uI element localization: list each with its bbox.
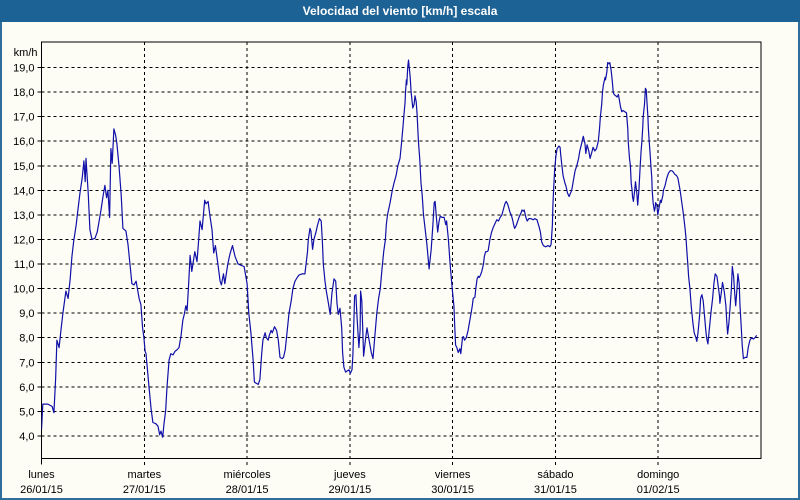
y-axis-tick-label: 7,0 <box>19 357 34 369</box>
chart-title: Velocidad del viento [km/h] escala <box>302 4 498 18</box>
y-axis-tick-label: 15,0 <box>13 161 34 173</box>
day-label-weekday: jueves <box>333 469 366 481</box>
y-axis-unit-label: km/h <box>14 47 38 59</box>
y-axis-tick-label: 16,0 <box>13 136 34 148</box>
y-axis-tick-label: 12,0 <box>13 234 34 246</box>
day-label-date: 30/01/15 <box>431 484 474 496</box>
day-label-weekday: lunes <box>28 469 55 481</box>
day-label-date: 01/02/15 <box>637 484 680 496</box>
day-label-date: 27/01/15 <box>123 484 166 496</box>
y-axis-tick-label: 4,0 <box>19 431 34 443</box>
day-label-weekday: viernes <box>435 469 471 481</box>
day-label-weekday: miércoles <box>224 469 272 481</box>
day-label-date: 28/01/15 <box>226 484 269 496</box>
y-axis-tick-label: 8,0 <box>19 333 34 345</box>
day-label-weekday: martes <box>127 469 161 481</box>
y-axis-tick-label: 17,0 <box>13 112 34 124</box>
day-label-weekday: sábado <box>537 469 573 481</box>
title-bar: Velocidad del viento [km/h] escala <box>0 0 800 22</box>
y-axis-tick-label: 18,0 <box>13 87 34 99</box>
day-label-date: 31/01/15 <box>534 484 577 496</box>
plot-frame <box>41 41 762 459</box>
y-axis-tick-label: 6,0 <box>19 382 34 394</box>
y-axis-tick-label: 19,0 <box>13 62 34 74</box>
y-axis-tick-label: 13,0 <box>13 210 34 222</box>
y-axis-tick-label: 10,0 <box>13 284 34 296</box>
y-axis-tick-label: 14,0 <box>13 185 34 197</box>
day-label-date: 26/01/15 <box>20 484 63 496</box>
day-label-weekday: domingo <box>637 469 679 481</box>
y-axis-tick-label: 11,0 <box>14 259 35 271</box>
day-label-date: 29/01/15 <box>328 484 371 496</box>
y-axis-tick-label: 5,0 <box>19 406 34 418</box>
y-axis-tick-label: 9,0 <box>19 308 34 320</box>
wind-speed-series-line <box>41 59 758 438</box>
